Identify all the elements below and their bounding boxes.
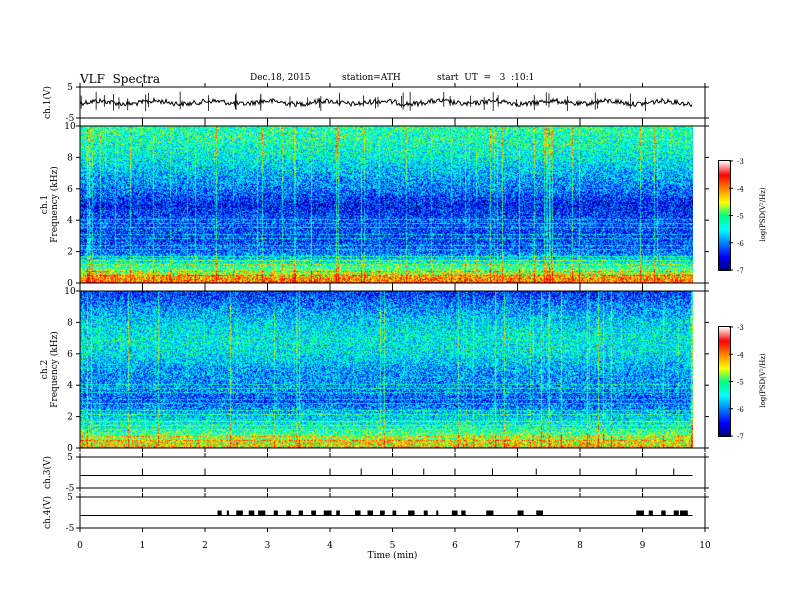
ch4-pulse [286, 510, 292, 516]
ch3-waveform-ytick-label: 5 [67, 453, 73, 463]
ch1-spectrogram-frame [79, 125, 706, 284]
ch4-pulse [392, 510, 397, 516]
ch2-spectrogram-ylabel: ch.2 [40, 360, 50, 379]
ch4-pulse [636, 510, 644, 516]
ch4-pulse [486, 510, 494, 516]
ch1-spectrogram-canvas [80, 126, 693, 283]
xtick-label: 7 [515, 541, 521, 551]
ch4-pulse [355, 510, 361, 516]
ch1-spectrogram-cbar-tick-label: -7 [737, 267, 744, 275]
ch2-spectrogram-ytick-label: 10 [64, 287, 76, 297]
ch1-waveform-ylabel: ch.1(V) [42, 86, 53, 119]
ch2-spectrogram-ytick-label: 2 [67, 413, 73, 423]
ch1-spectrogram-cbar-tick-label: -3 [737, 158, 744, 166]
ch1-spectrogram-ytick-label: 8 [67, 153, 73, 163]
ch2-spectrogram-cbar-label: log(PSD(V²/Hz) [759, 353, 767, 408]
ch2-spectrogram-cbar-tick-label: -4 [737, 351, 744, 359]
ch4-pulse [258, 510, 266, 516]
ch2-spectrogram-ylabel-2: Frequency (kHz) [49, 331, 60, 408]
ch4-pulse [536, 510, 543, 516]
ch1-spectrogram-ytick-label: 4 [67, 216, 73, 226]
ch4-waveform-ytick-label: 5 [67, 493, 73, 503]
ch2-spectrogram-cbar-tick-label: -5 [737, 379, 744, 387]
start-time-label: start UT = 3 :10:1 [437, 73, 535, 83]
ch4-pulse [273, 510, 278, 516]
ch4-pulse [336, 510, 340, 516]
ch1-spectrogram-ylabel: ch.1 [40, 195, 50, 214]
ch1-waveform-ytick-label: 5 [67, 83, 73, 93]
ch2-spectrogram-ytick-label: 6 [67, 350, 73, 360]
ch2-spectrogram-cbar-tick-label: -6 [737, 406, 744, 414]
ch2-spectrogram-ytick-label: 4 [67, 381, 73, 391]
ch4-pulse [236, 510, 243, 516]
chart-title: VLF Spectra [80, 72, 161, 86]
ch4-pulse [408, 510, 415, 516]
ch1-trace [79, 96, 693, 108]
ch4-waveform-ytick-label: -5 [66, 524, 75, 534]
xtick-label: 3 [265, 541, 271, 551]
ch2-spectrogram-cbar-tick-label: -7 [737, 433, 744, 441]
ch4-pulse [661, 510, 666, 516]
ch4-pulse [298, 510, 303, 516]
xtick-label: 9 [640, 541, 646, 551]
ch4-pulse [461, 510, 466, 516]
ch1-spectrogram-ylabel-2: Frequency (kHz) [49, 166, 60, 243]
ch1-spectrogram-ytick-label: 2 [67, 248, 73, 258]
xtick-label: 4 [327, 541, 333, 551]
ch2-spectrogram-canvas [80, 291, 693, 448]
ch4-pulse [423, 510, 428, 516]
ch4-pulse [680, 510, 688, 516]
ch2-spectrogram-frame [79, 290, 706, 449]
ch4-pulse [367, 510, 374, 516]
xtick-label: 0 [77, 541, 83, 551]
ch4-pulse [451, 510, 458, 516]
ch4-pulse [673, 510, 679, 516]
ch1-spectrogram-cbar-label: log(PSD(V²/Hz) [759, 187, 767, 242]
xtick-label: 1 [140, 541, 146, 551]
ch4-pulse [217, 510, 222, 516]
ch1-spectrogram-cbar-tick-label: -4 [737, 185, 744, 193]
xtick-label: 10 [699, 541, 711, 551]
ch4-pulse [248, 510, 255, 516]
ch4-waveform-ylabel: ch.4(V) [42, 496, 53, 529]
ch4-pulse [436, 510, 439, 516]
ch1-waveform-ytick-label: -5 [66, 114, 75, 124]
ch4-pulse [517, 510, 524, 516]
ch3-waveform-ytick-label: -5 [66, 484, 75, 494]
date-label: Dec.18, 2015 [250, 73, 311, 83]
ch1-spectrogram-cbar-tick-label: -5 [737, 213, 744, 221]
ch4-pulse [323, 510, 332, 516]
ch2-spectrogram-ytick-label: 0 [67, 444, 73, 454]
xtick-label: 2 [202, 541, 208, 551]
xtick-label: 5 [390, 541, 396, 551]
ch4-pulse [648, 510, 653, 516]
xtick-label: 6 [452, 541, 458, 551]
ch1-spectrogram-ytick-label: 6 [67, 185, 73, 195]
x-axis-label: Time (min) [368, 550, 418, 561]
ch1-spectrogram-ytick-label: 10 [64, 122, 76, 132]
ch1-spectrogram-ytick-label: 0 [67, 279, 73, 289]
xtick-label: 8 [577, 541, 583, 551]
ch1-spectrogram-cbar-tick-label: -6 [737, 240, 744, 248]
station-label: station=ATH [342, 73, 401, 83]
ch4-pulse [380, 510, 385, 516]
ch4-pulse [311, 510, 316, 516]
ch3-waveform-ylabel: ch.3(V) [42, 456, 53, 489]
ch2-spectrogram-ytick-label: 8 [67, 318, 73, 328]
ch4-pulse [226, 510, 229, 516]
ch2-spectrogram-cbar-tick-label: -3 [737, 324, 744, 332]
